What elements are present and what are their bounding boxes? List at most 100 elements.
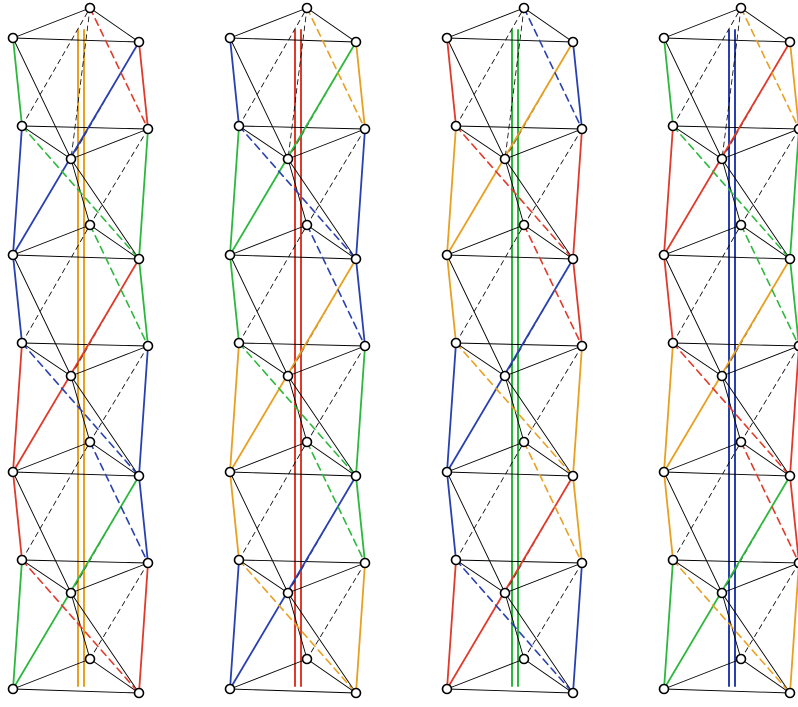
vertex [350, 470, 362, 482]
edge [446, 254, 574, 260]
vertex [301, 2, 313, 14]
vertex [7, 683, 19, 695]
colored-edge [238, 125, 357, 260]
vertex [576, 340, 588, 352]
edge [663, 37, 723, 160]
colored-edge [89, 224, 149, 347]
colored-edge [355, 128, 366, 260]
colored-edge [663, 125, 674, 256]
colored-edge [12, 559, 23, 690]
colored-edge [306, 7, 366, 130]
colored-edge [229, 37, 240, 127]
vertex [233, 337, 245, 349]
edge [721, 158, 791, 260]
vertex [441, 32, 453, 44]
edge [446, 688, 574, 694]
colored-edge [446, 125, 457, 256]
vertex [735, 219, 747, 231]
edge [306, 7, 357, 43]
vertex [301, 653, 313, 665]
vertex [784, 253, 796, 265]
edge [306, 128, 366, 226]
edge [12, 7, 91, 39]
colored-edge [789, 347, 798, 477]
colored-edge [138, 41, 149, 130]
colored-edge [663, 37, 674, 127]
vertex [735, 436, 747, 448]
edge [70, 562, 149, 594]
vertex [84, 2, 96, 14]
colored-edge [12, 37, 23, 127]
edge [663, 254, 723, 377]
edge [504, 128, 583, 160]
edge [229, 254, 357, 260]
edge [523, 658, 574, 694]
edge [229, 37, 289, 160]
vertex [793, 557, 798, 569]
vertex [84, 219, 96, 231]
colored-edge [789, 41, 798, 129]
colored-edge [572, 128, 583, 260]
edge [672, 224, 742, 344]
edge [89, 345, 149, 443]
edge [287, 128, 366, 160]
colored-edge [455, 125, 574, 260]
colored-edge [12, 342, 23, 473]
edge [672, 125, 723, 160]
edge [663, 471, 723, 594]
edge [721, 345, 798, 377]
edge [21, 125, 72, 160]
edge [721, 375, 791, 477]
colored-edge [446, 471, 457, 561]
vertex [224, 683, 236, 695]
edge [455, 342, 583, 347]
colored-edge [229, 258, 357, 473]
colored-edge [138, 128, 149, 260]
colored-edge [229, 125, 240, 256]
colored-edge [12, 475, 140, 690]
colored-edge [355, 562, 366, 694]
edge [89, 658, 140, 694]
colored-edge [355, 41, 366, 130]
vertex [576, 123, 588, 135]
vertex [567, 470, 579, 482]
vertex [350, 687, 362, 699]
edge [672, 342, 723, 377]
vertex [735, 2, 747, 14]
edge [238, 342, 289, 377]
vertex [359, 123, 371, 135]
colored-edge [672, 559, 791, 694]
vertex [716, 370, 728, 382]
edge [663, 688, 791, 694]
edge [455, 559, 506, 594]
colored-edge [12, 41, 140, 256]
edge [663, 7, 742, 39]
panel [441, 2, 588, 699]
edge [229, 471, 289, 594]
edge [287, 158, 357, 260]
vertex [499, 587, 511, 599]
edge [721, 128, 798, 160]
vertex [301, 219, 313, 231]
edge [70, 128, 149, 160]
edge [455, 342, 506, 377]
edge [721, 7, 742, 160]
edge [70, 345, 149, 377]
vertex [133, 36, 145, 48]
vertex [441, 683, 453, 695]
edge [89, 128, 149, 226]
colored-edge [229, 471, 240, 561]
colored-edge [12, 471, 23, 561]
vertex [576, 557, 588, 569]
edge [663, 441, 742, 473]
vertex [359, 340, 371, 352]
colored-edge [229, 559, 240, 690]
colored-edge [572, 475, 583, 564]
edge [238, 7, 308, 127]
colored-edge [789, 564, 798, 694]
panel [7, 2, 154, 699]
edge [12, 471, 72, 594]
vertex [518, 219, 530, 231]
edge [287, 375, 357, 477]
colored-edge [446, 475, 574, 690]
